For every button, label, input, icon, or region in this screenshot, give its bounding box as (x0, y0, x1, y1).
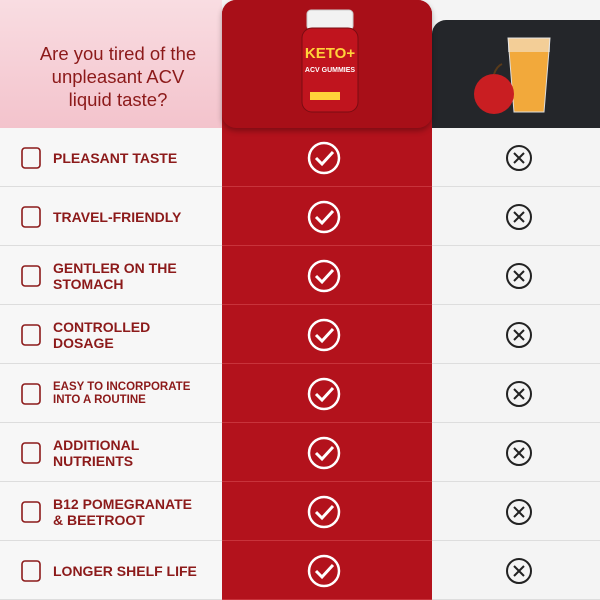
alternative-column (432, 128, 600, 600)
feature-row: B12 POMEGRANATE & BEETROOT (0, 482, 600, 541)
check-icon (307, 495, 341, 529)
check-icon (307, 200, 341, 234)
feature-icon (21, 442, 41, 464)
feature-row: PLEASANT TASTE (0, 128, 600, 187)
check-icon (307, 141, 341, 175)
feature-label: LONGER SHELF LIFE (53, 563, 197, 579)
feature-label: B12 POMEGRANATE & BEETROOT (53, 496, 192, 528)
cross-icon (506, 322, 532, 348)
feature-label-line: GENTLER ON THE (53, 259, 177, 276)
feature-label: PLEASANT TASTE (53, 150, 177, 166)
feature-label: EASY TO INCORPORATE INTO A ROUTINE (53, 381, 190, 407)
feature-label-line: & BEETROOT (53, 511, 145, 528)
brand: KETO+ (305, 45, 355, 62)
feature-label: TRAVEL-FRIENDLY (53, 209, 181, 225)
cross-icon (506, 204, 532, 230)
product-name: ACV GUMMIES (305, 67, 356, 74)
feature-label: ADDITIONAL NUTRIENTS (53, 437, 139, 469)
question-line: unpleasant ACV (51, 66, 185, 87)
feature-label-line: INTO A ROUTINE (53, 393, 146, 406)
feature-label-line: TRAVEL-FRIENDLY (53, 208, 182, 225)
feature-icon (21, 560, 41, 582)
cross-icon (506, 558, 532, 584)
check-icon (307, 377, 341, 411)
feature-label: GENTLER ON THE STOMACH (53, 260, 177, 292)
feature-label-line: DOSAGE (53, 334, 114, 351)
question-line: Are you tired of the (39, 43, 197, 64)
question-line: liquid taste? (68, 89, 168, 110)
feature-icon (21, 265, 41, 287)
feature-icon (21, 147, 41, 169)
feature-label-line: ADDITIONAL (53, 436, 140, 453)
feature-row: TRAVEL-FRIENDLY (0, 187, 600, 246)
feature-label-line: PLEASANT TASTE (53, 149, 178, 166)
feature-label: CONTROLLED DOSAGE (53, 319, 150, 351)
feature-row: LONGER SHELF LIFE (0, 541, 600, 600)
feature-row: ADDITIONAL NUTRIENTS (0, 423, 600, 482)
feature-label-line: LONGER SHELF LIFE (53, 562, 197, 579)
cross-icon (506, 440, 532, 466)
product-jar: KETO+ ACV GUMMIES (301, 9, 359, 113)
cross-icon (506, 263, 532, 289)
feature-label-line: STOMACH (53, 275, 124, 292)
feature-icon (21, 324, 41, 346)
check-icon (307, 554, 341, 588)
question: Are you tired of the unpleasant ACV liquid… (18, 42, 218, 111)
check-icon (307, 436, 341, 470)
check-icon (307, 259, 341, 293)
feature-icon (21, 206, 41, 228)
feature-icon (21, 383, 41, 405)
cross-icon (506, 145, 532, 171)
cross-icon (506, 381, 532, 407)
feature-icon (21, 501, 41, 523)
check-icon (307, 318, 341, 352)
feature-row: CONTROLLED DOSAGE (0, 305, 600, 364)
feature-label-line: CONTROLLED (53, 318, 151, 335)
feature-row: GENTLER ON THE STOMACH (0, 246, 600, 305)
cross-icon (506, 499, 532, 525)
question-header (0, 0, 222, 128)
feature-row: EASY TO INCORPORATE INTO A ROUTINE (0, 364, 600, 423)
feature-label-line: B12 POMEGRANATE (53, 495, 192, 512)
feature-label-line: EASY TO INCORPORATE (53, 380, 191, 393)
feature-label-line: NUTRIENTS (53, 452, 134, 469)
vinegar-illustration (474, 37, 551, 114)
